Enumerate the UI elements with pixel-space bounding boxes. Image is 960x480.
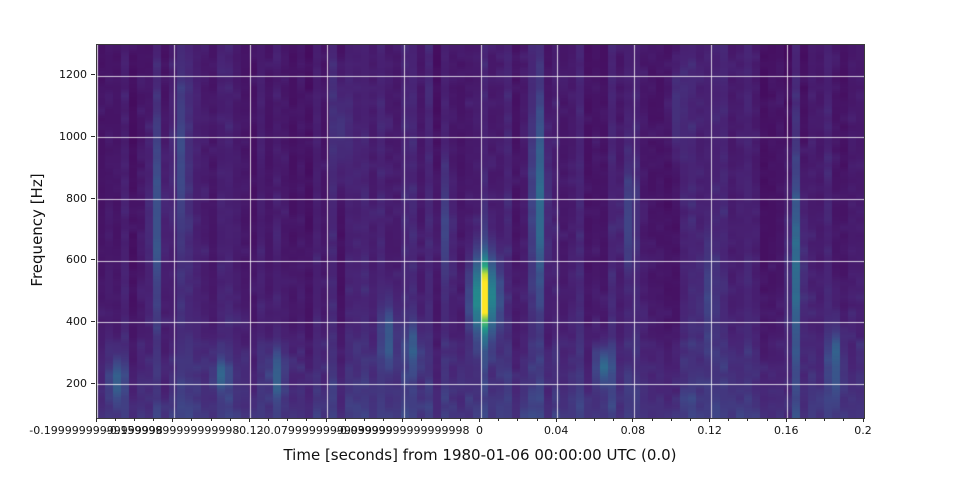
x-minor-tick-mark xyxy=(153,418,155,421)
x-tick-mark xyxy=(862,418,864,422)
x-minor-tick-mark xyxy=(517,418,519,421)
y-tick-label: 200 xyxy=(66,376,87,390)
x-minor-tick-mark xyxy=(613,418,615,421)
x-tick-label: 0.16 xyxy=(774,424,799,437)
x-minor-tick-mark xyxy=(747,418,749,421)
x-minor-tick-mark xyxy=(651,418,653,421)
y-tick-label: 800 xyxy=(66,191,87,205)
x-tick-mark xyxy=(248,418,250,422)
x-minor-tick-mark xyxy=(766,418,768,421)
x-minor-tick-mark xyxy=(114,418,116,421)
x-minor-tick-mark xyxy=(383,418,385,421)
y-tick-mark xyxy=(91,135,95,137)
x-minor-tick-mark xyxy=(824,418,826,421)
spectrogram-heatmap xyxy=(97,45,864,418)
y-tick-mark xyxy=(91,320,95,322)
plot-area xyxy=(96,44,865,419)
x-tick-mark xyxy=(709,418,711,422)
x-minor-tick-mark xyxy=(594,418,596,421)
x-tick-label: 0.2 xyxy=(854,424,872,437)
x-tick-label: -0.19999999999999998 xyxy=(29,424,163,437)
y-tick-mark xyxy=(91,74,95,76)
x-tick-label: -0.12 xyxy=(235,424,264,437)
x-minor-tick-mark xyxy=(459,418,461,421)
y-tick-mark xyxy=(91,259,95,261)
y-tick-label: 600 xyxy=(66,253,87,267)
y-axis-label: Frequency [Hz] xyxy=(28,173,46,287)
x-tick-mark xyxy=(325,418,327,422)
x-minor-tick-mark xyxy=(574,418,576,421)
x-tick-mark xyxy=(402,418,404,422)
x-minor-tick-mark xyxy=(843,418,845,421)
x-tick-mark xyxy=(479,418,480,422)
x-minor-tick-mark xyxy=(133,418,135,421)
y-tick-label: 1000 xyxy=(59,129,87,143)
x-tick-mark xyxy=(555,418,557,422)
y-tick-mark xyxy=(91,382,95,384)
x-minor-tick-mark xyxy=(421,418,423,421)
y-tick-mark xyxy=(91,197,95,199)
x-tick-mark xyxy=(95,418,97,422)
x-tick-label: -0.03999999999999998 xyxy=(336,424,470,437)
x-minor-tick-mark xyxy=(287,418,289,421)
y-tick-label: 400 xyxy=(66,314,87,328)
x-tick-label: -0.07999999999999999 xyxy=(259,424,393,437)
x-minor-tick-mark xyxy=(306,418,308,421)
x-tick-label: 0 xyxy=(476,424,483,437)
x-minor-tick-mark xyxy=(344,418,346,421)
x-tick-mark xyxy=(632,418,634,422)
x-axis-label: Time [seconds] from 1980-01-06 00:00:00 … xyxy=(283,446,677,464)
x-minor-tick-mark xyxy=(440,418,442,421)
x-minor-tick-mark xyxy=(728,418,730,421)
x-minor-tick-mark xyxy=(191,418,193,421)
x-minor-tick-mark xyxy=(268,418,270,421)
x-minor-tick-mark xyxy=(536,418,538,421)
x-minor-tick-mark xyxy=(498,418,500,421)
x-tick-label: 0.08 xyxy=(620,424,646,437)
x-minor-tick-mark xyxy=(363,418,365,421)
x-tick-label: 0.12 xyxy=(697,424,722,437)
x-minor-tick-mark xyxy=(689,418,691,421)
x-tick-mark xyxy=(785,418,787,422)
x-minor-tick-mark xyxy=(804,418,806,421)
y-tick-label: 1200 xyxy=(59,68,87,82)
x-minor-tick-mark xyxy=(210,418,212,421)
x-tick-label: -0.15999999999999998 xyxy=(105,424,240,437)
x-minor-tick-mark xyxy=(670,418,672,421)
x-tick-mark xyxy=(172,418,174,422)
x-tick-label: 0.04 xyxy=(543,424,569,437)
x-minor-tick-mark xyxy=(229,418,231,421)
